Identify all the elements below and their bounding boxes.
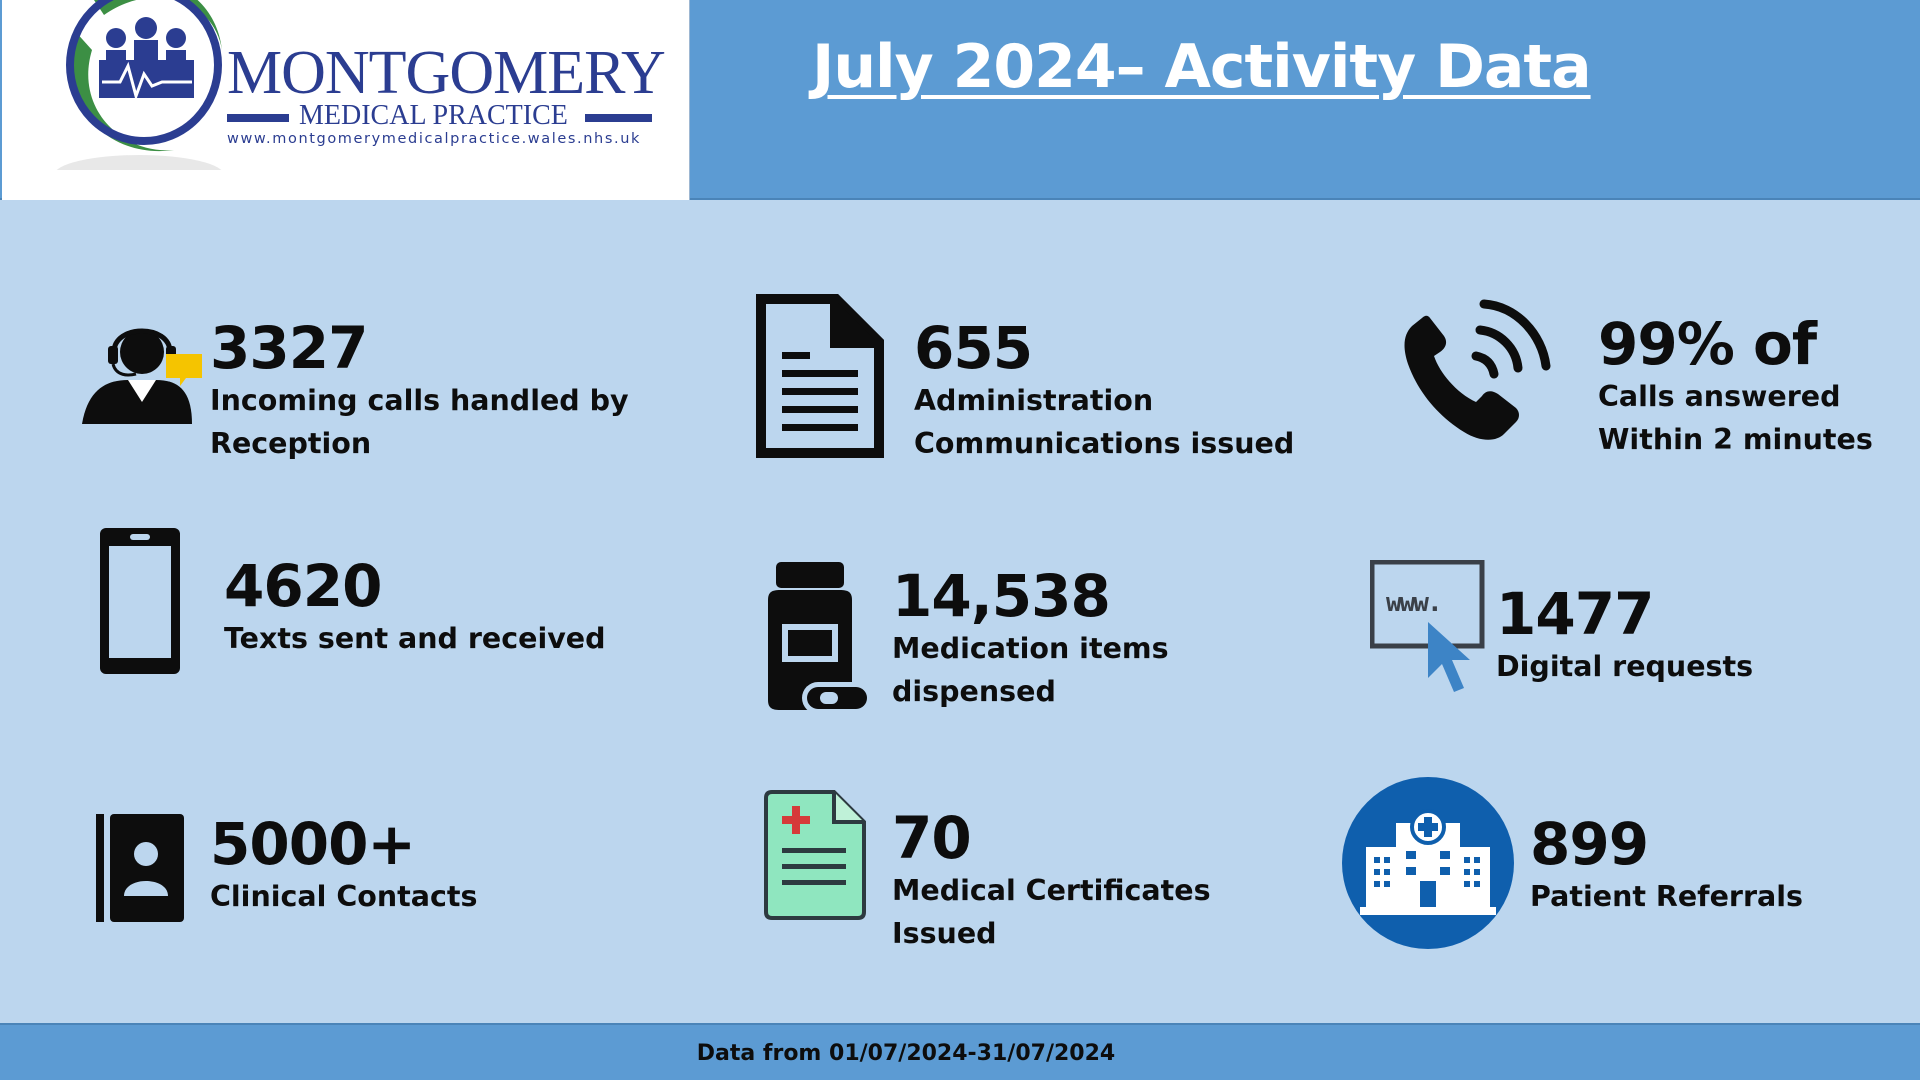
stat-value: 3327: [210, 314, 368, 382]
stat-label: Calls answered Within 2 minutes: [1598, 379, 1873, 456]
stat-value: 1477: [1496, 580, 1654, 648]
logo-emblem-icon: [56, 0, 222, 170]
stat-value: 4620: [224, 552, 382, 620]
logo-divider: [585, 114, 652, 122]
stat-clinical-contacts: 5000+ Clinical Contacts: [210, 814, 477, 918]
practice-logo: MONTGOMERY MEDICAL PRACTICE www.montgome…: [2, 0, 690, 200]
data-period-note: Data from 01/07/2024-31/07/2024: [696, 1041, 1116, 1066]
stat-value: 70: [892, 804, 972, 872]
stat-label: Medical Certificates Issued: [892, 873, 1211, 950]
logo-subtitle-row: MEDICAL PRACTICE: [227, 100, 652, 132]
stat-value: 5000+: [210, 810, 416, 878]
logo-name: MONTGOMERY: [227, 39, 666, 107]
document-icon: [756, 294, 884, 458]
stat-digital-requests: 1477 Digital requests: [1496, 584, 1753, 688]
stat-medication: 14,538 Medication items dispensed: [892, 566, 1169, 713]
stat-label: Patient Referrals: [1530, 879, 1803, 913]
stat-value: 99% of: [1598, 310, 1817, 378]
stat-label: Digital requests: [1496, 649, 1754, 683]
stat-label: Administration Communications issued: [914, 383, 1295, 460]
mobile-phone-icon: [100, 528, 180, 674]
web-click-icon: www.: [1370, 560, 1486, 700]
stat-texts: 4620 Texts sent and received: [224, 556, 606, 660]
stat-patient-referrals: 899 Patient Referrals: [1530, 814, 1803, 918]
logo-subtitle: MEDICAL PRACTICE: [299, 100, 568, 131]
stat-label: Clinical Contacts: [210, 879, 478, 913]
stat-calls-answered: 99% of Calls answered Within 2 minutes: [1598, 314, 1873, 461]
stat-label: Texts sent and received: [224, 621, 606, 655]
medicine-bottle-icon: [768, 562, 872, 714]
stat-label: Medication items dispensed: [892, 631, 1169, 708]
logo-divider: [227, 114, 289, 122]
web-window-icon: [1370, 560, 1485, 692]
page-title: July 2024– Activity Data: [812, 32, 1592, 102]
stat-value: 899: [1530, 810, 1649, 878]
stat-value: 655: [914, 314, 1033, 382]
hospital-icon: [1342, 777, 1514, 949]
stat-label: Incoming calls handled by Reception: [210, 383, 629, 460]
stat-value: 14,538: [892, 562, 1111, 630]
footer-bar: Data from 01/07/2024-31/07/2024: [0, 1023, 1920, 1080]
medical-certificate-icon: [764, 790, 866, 920]
stat-incoming-calls: 3327 Incoming calls handled by Reception: [210, 318, 629, 465]
logo-url: www.montgomerymedicalpractice.wales.nhs.…: [227, 131, 641, 147]
header-banner: MONTGOMERY MEDICAL PRACTICE www.montgome…: [0, 0, 1920, 200]
stat-medical-certificates: 70 Medical Certificates Issued: [892, 808, 1211, 955]
phone-icon: [1404, 299, 1551, 440]
contact-book-icon: [96, 814, 184, 922]
www-label: www.: [1386, 588, 1443, 618]
stat-admin-communications: 655 Administration Communications issued: [914, 318, 1294, 465]
call-center-agent-icon: [82, 328, 202, 424]
